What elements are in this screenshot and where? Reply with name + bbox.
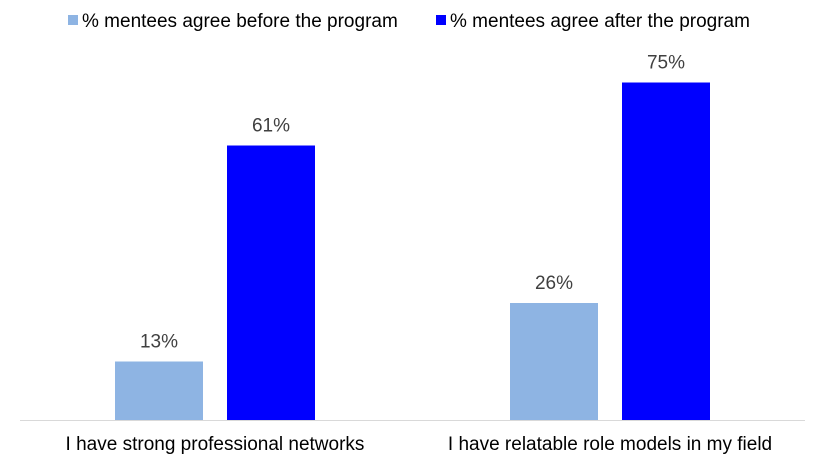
legend-swatch-2	[436, 15, 446, 25]
category-label-2: I have relatable role models in my field	[448, 434, 772, 455]
legend-label-1: % mentees agree before the program	[82, 11, 398, 32]
bar-before-2	[510, 303, 598, 420]
legend-label-2: % mentees agree after the program	[450, 11, 750, 32]
data-label-before-2: 26%	[535, 273, 573, 294]
data-label-after-1: 61%	[252, 116, 290, 137]
data-label-before-1: 13%	[140, 332, 178, 353]
legend: % mentees agree before the program % ment…	[68, 11, 750, 32]
legend-swatch-1	[68, 15, 78, 25]
bar-after-1	[227, 145, 315, 420]
bars-group	[115, 82, 710, 420]
category-labels-group: I have strong professional networks I hav…	[66, 434, 773, 455]
bar-after-2	[622, 82, 710, 420]
category-label-1: I have strong professional networks	[66, 434, 365, 455]
data-label-after-2: 75%	[647, 53, 685, 74]
value-labels-group: 13% 61% 26% 75%	[140, 53, 685, 353]
bar-before-1	[115, 361, 203, 420]
